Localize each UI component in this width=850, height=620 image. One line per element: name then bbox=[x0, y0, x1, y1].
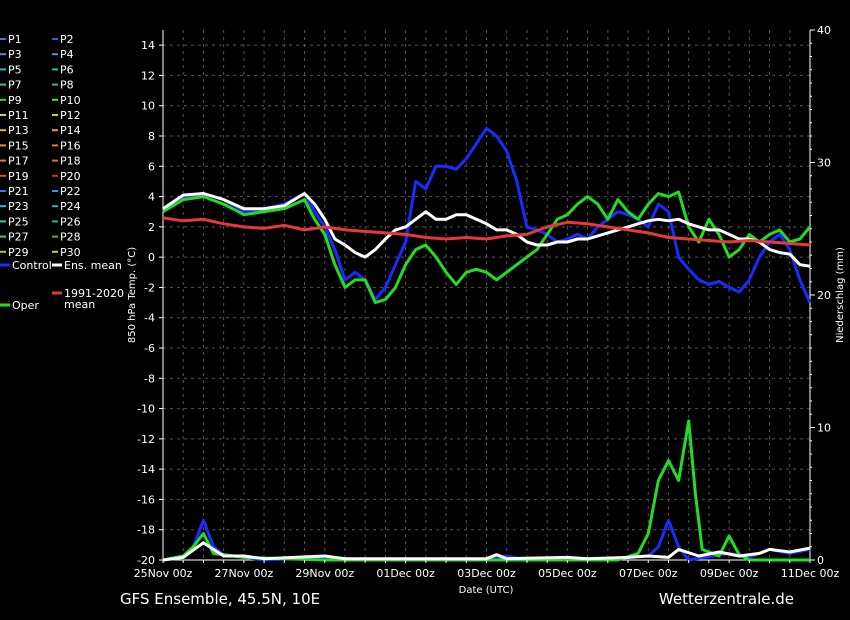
legend-item: P9 bbox=[8, 94, 22, 107]
legend-item: P3 bbox=[8, 48, 22, 61]
legend: P1 P2 P3 P4 P5 P6 P7 P8 P9 P10 P11 P12 P13 P14 P15 P16 P… bbox=[0, 33, 124, 312]
legend-item: P13 bbox=[8, 124, 29, 137]
x-tick-label: 07Dec 00z bbox=[619, 567, 678, 580]
x-tick-label: 01Dec 00z bbox=[376, 567, 435, 580]
y-tick-label-left: -14 bbox=[137, 463, 155, 476]
legend-item: P4 bbox=[60, 48, 74, 61]
legend-item: P1 bbox=[8, 33, 22, 46]
y-tick-label-left: 8 bbox=[148, 130, 155, 143]
x-tick-label: 03Dec 00z bbox=[457, 567, 516, 580]
y-tick-label-left: 14 bbox=[141, 39, 155, 52]
y-tick-label-left: 0 bbox=[148, 251, 155, 264]
legend-item: P27 bbox=[8, 231, 29, 244]
legend-item: P7 bbox=[8, 79, 22, 92]
y-tick-label-left: -10 bbox=[137, 403, 155, 416]
legend-item: P14 bbox=[60, 124, 81, 137]
legend-item: P18 bbox=[60, 155, 81, 168]
legend-item: P11 bbox=[8, 109, 29, 122]
y-tick-label-left: 10 bbox=[141, 100, 155, 113]
legend-item: P5 bbox=[8, 63, 22, 76]
legend-item: P30 bbox=[60, 246, 81, 259]
y-tick-label-right: 10 bbox=[817, 422, 831, 435]
y-tick-label-left: -16 bbox=[137, 493, 155, 506]
y-tick-label-left: -6 bbox=[144, 342, 155, 355]
legend-item: P10 bbox=[60, 94, 81, 107]
legend-item: P6 bbox=[60, 63, 74, 76]
legend-item: P15 bbox=[8, 139, 29, 152]
series-oper bbox=[162, 190, 812, 305]
y-tick-label-right: 0 bbox=[817, 554, 824, 567]
legend-item: P25 bbox=[8, 215, 29, 228]
footer-model: GFS Ensemble, 45.5N, 10E bbox=[120, 590, 320, 608]
y-tick-label-left: -12 bbox=[137, 433, 155, 446]
footer-source: Wetterzentrale.de bbox=[659, 590, 794, 608]
chart-title: Brescia (IT) 850 hPa Temp. & Niederschla… bbox=[158, 3, 713, 22]
x-tick-label: 09Dec 00z bbox=[700, 567, 759, 580]
y-tick-label-right: 40 bbox=[817, 24, 831, 37]
legend-item: P12 bbox=[60, 109, 81, 122]
precip-series-ens-mean bbox=[162, 541, 811, 562]
legend-item: P23 bbox=[8, 200, 29, 213]
y-axis-right-label: Niederschlag (mm) bbox=[835, 247, 846, 343]
y-axis-right: 0 10 20 30 40 bbox=[810, 24, 831, 567]
x-tick-label: 05Dec 00z bbox=[538, 567, 597, 580]
legend-item: P29 bbox=[8, 246, 29, 259]
y-tick-label-left: -18 bbox=[137, 524, 155, 537]
y-axis-left-label: 850 hPa Temp. (°C) bbox=[127, 247, 138, 343]
x-tick-label: 25Nov 00z bbox=[134, 567, 193, 580]
legend-item: P28 bbox=[60, 231, 81, 244]
x-axis-label: Date (UTC) bbox=[459, 585, 514, 596]
legend-item: P26 bbox=[60, 215, 81, 228]
y-tick-label-left: 4 bbox=[148, 191, 155, 204]
legend-item: P21 bbox=[8, 185, 29, 198]
grid bbox=[162, 30, 811, 561]
legend-item: P24 bbox=[60, 200, 81, 213]
legend-item: Control bbox=[12, 259, 52, 272]
x-tick-label: 27Nov 00z bbox=[215, 567, 274, 580]
y-tick-label-left: 2 bbox=[148, 221, 155, 234]
x-tick-label: 29Nov 00z bbox=[295, 567, 354, 580]
y-tick-label-right: 30 bbox=[817, 157, 831, 170]
y-tick-label-left: -2 bbox=[144, 281, 155, 294]
series-1991-2020-mean bbox=[162, 216, 811, 247]
legend-item: 1991-2020 mean bbox=[64, 287, 124, 311]
precip-series-oper bbox=[162, 419, 810, 562]
y-tick-label-left: -20 bbox=[137, 554, 155, 567]
x-axis: 25Nov 00z 27Nov 00z 29Nov 00z 01Dec 00z 03De… bbox=[134, 560, 840, 580]
legend-item: P2 bbox=[60, 33, 74, 46]
y-tick-label-left: -8 bbox=[144, 372, 155, 385]
legend-item: Ens. mean bbox=[64, 259, 122, 272]
y-tick-label-left: 12 bbox=[141, 69, 155, 82]
legend-item: P8 bbox=[60, 79, 74, 92]
legend-item: Oper bbox=[12, 299, 39, 312]
series-control bbox=[162, 126, 812, 304]
legend-item: P17 bbox=[8, 155, 29, 168]
x-tick-label: 11Dec 00z bbox=[781, 567, 840, 580]
legend-item: P19 bbox=[8, 170, 29, 183]
y-tick-label-left: -4 bbox=[144, 312, 155, 325]
legend-item: P20 bbox=[60, 170, 81, 183]
legend-item: P16 bbox=[60, 139, 81, 152]
y-tick-label-left: 6 bbox=[148, 160, 155, 173]
legend-item: P22 bbox=[60, 185, 81, 198]
y-tick-label-right: 20 bbox=[817, 289, 831, 302]
